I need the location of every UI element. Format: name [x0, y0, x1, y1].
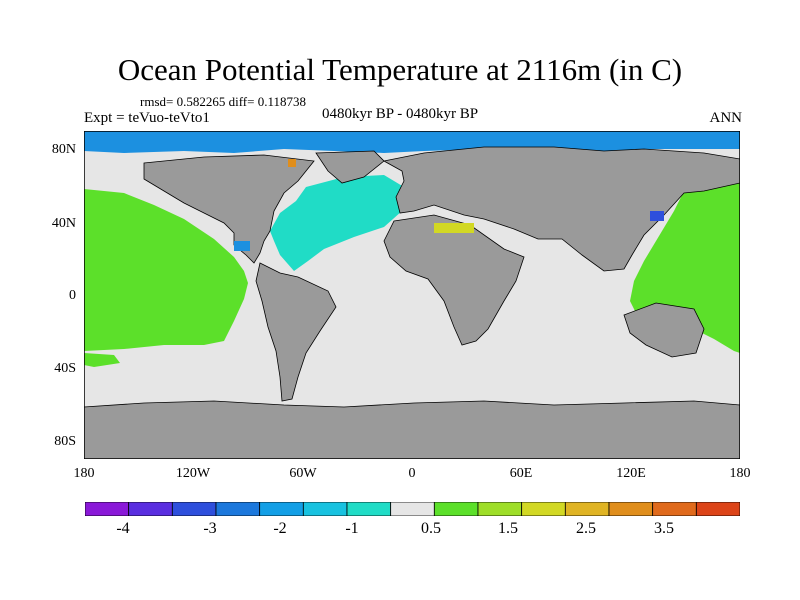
- temperature-map: [84, 131, 740, 459]
- colorbar: [85, 502, 740, 516]
- colorbar-cell: [564, 502, 610, 516]
- colorbar-cell: [433, 502, 479, 516]
- greenland: [315, 150, 385, 184]
- colorbar-cell: [85, 502, 130, 516]
- north-america: [143, 154, 315, 264]
- experiment-label: Expt = teVuo-teVto1: [84, 110, 210, 126]
- map-title: Ocean Potential Temperature at 2116m (in…: [117, 52, 683, 87]
- lat-label: 0: [69, 288, 76, 303]
- lon-label: 60E: [509, 466, 533, 481]
- season-label: ANN: [709, 110, 743, 126]
- colorbar-cell: [128, 502, 173, 516]
- lat-label: 80S: [54, 434, 76, 449]
- lon-label: 180: [729, 466, 751, 481]
- colorbar-label: -3: [203, 520, 217, 537]
- colorbar-label: 3.5: [654, 520, 674, 537]
- colorbar-cell: [695, 502, 740, 516]
- period-label: 0480kyr BP - 0480kyr BP: [322, 106, 479, 122]
- colorbar-cell: [521, 502, 566, 516]
- gulf-blue-patch: [234, 241, 250, 251]
- colorbar-label: 1.5: [498, 520, 518, 537]
- colorbar-cell: [215, 502, 261, 516]
- japan-blue-patch: [650, 211, 664, 221]
- lon-label: 120E: [616, 466, 646, 481]
- lon-label: 60W: [289, 466, 317, 481]
- colorbar-cell: [346, 502, 392, 516]
- eurasia: [382, 146, 740, 272]
- antarctica: [84, 400, 740, 459]
- colorbar-label: 0.5: [421, 520, 441, 537]
- lon-label: 0: [408, 466, 416, 481]
- stats-text: rmsd= 0.582265 diff= 0.118738: [140, 94, 306, 109]
- atlantic-anomaly: [270, 175, 404, 271]
- colorbar-label: -1: [345, 520, 359, 537]
- australia: [623, 302, 705, 358]
- colorbar-label: -2: [273, 520, 287, 537]
- lon-label: 120W: [175, 466, 211, 481]
- colorbar-cell: [477, 502, 523, 516]
- colorbar-cell: [608, 502, 654, 516]
- land: [84, 146, 740, 459]
- colorbar-cell: [259, 502, 304, 516]
- lat-label: 80N: [51, 142, 76, 157]
- colorbar-cell: [652, 502, 697, 516]
- africa: [383, 214, 525, 346]
- colorbar-cell: [390, 502, 435, 516]
- south-america: [255, 262, 337, 402]
- colorbar-label: 2.5: [576, 520, 596, 537]
- pacific-anomaly-south: [84, 353, 120, 367]
- lon-label: 180: [73, 466, 95, 481]
- lat-label: 40N: [51, 216, 76, 231]
- med-warm-patch: [434, 223, 474, 233]
- colorbar-label: -4: [116, 520, 130, 537]
- colorbar-cell: [302, 502, 348, 516]
- arctic-anomaly: [84, 131, 740, 153]
- pacific-anomaly-east: [84, 189, 248, 351]
- arctic-warm-patch: [288, 159, 296, 167]
- lat-label: 40S: [54, 361, 76, 376]
- colorbar-cell: [171, 502, 217, 516]
